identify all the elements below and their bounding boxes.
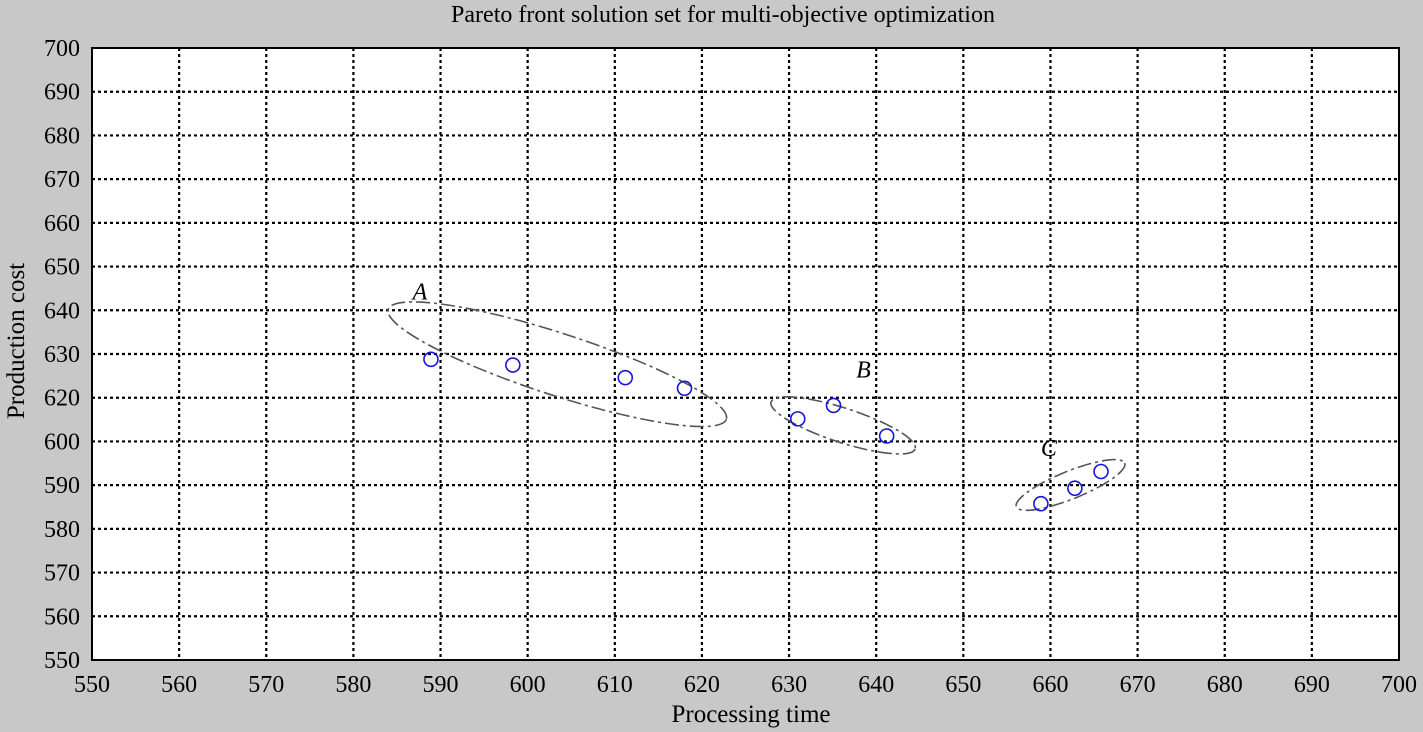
cluster-annotations: A B C: [387, 280, 1126, 512]
cluster-ellipse-a: [387, 301, 728, 428]
y-tick-label: 640: [44, 298, 80, 324]
x-tick-label: 570: [248, 672, 284, 698]
cluster-ellipse-c: [1015, 458, 1126, 512]
x-tick-label: 600: [510, 672, 546, 698]
y-tick-label: 660: [44, 211, 80, 237]
y-tick-label: 570: [44, 561, 80, 587]
cluster-label-c: C: [1041, 436, 1058, 462]
y-tick-label: 670: [44, 167, 80, 193]
cluster-label-a: A: [411, 280, 428, 306]
cluster-label-b: B: [856, 358, 871, 384]
x-tick-label: 670: [1120, 672, 1156, 698]
data-point: [505, 357, 521, 373]
x-tick-label: 700: [1381, 672, 1417, 698]
y-tick-label: 690: [44, 80, 80, 106]
tick-labels: 550 560 570 580 590 600 610 620 630 640 650 660 670 6…: [44, 36, 1417, 698]
data-point: [825, 397, 842, 414]
x-tick-label: 590: [423, 672, 459, 698]
y-tick-label: 650: [44, 255, 80, 281]
data-points: [423, 351, 1109, 512]
data-point: [878, 428, 895, 444]
data-point: [1067, 480, 1083, 497]
y-tick-label: 700: [44, 36, 80, 62]
data-point: [617, 369, 634, 386]
x-tick-label: 660: [1032, 672, 1068, 698]
x-tick-label: 610: [597, 672, 633, 698]
data-point: [789, 411, 806, 427]
x-tick-label: 550: [74, 672, 110, 698]
y-tick-label: 630: [44, 342, 80, 368]
y-tick-label: 580: [44, 517, 80, 543]
y-tick-label: 590: [44, 473, 80, 499]
data-point: [423, 351, 439, 368]
x-tick-label: 580: [335, 672, 371, 698]
y-tick-label: 550: [44, 648, 80, 674]
y-tick-label: 560: [44, 604, 80, 630]
chart-title: Pareto front solution set for multi-obje…: [451, 2, 995, 28]
x-tick-label: 680: [1207, 672, 1243, 698]
cluster-ellipse-b: [769, 396, 917, 455]
data-point: [1093, 463, 1109, 480]
data-point: [676, 380, 693, 397]
x-tick-label: 630: [771, 672, 807, 698]
x-tick-label: 690: [1294, 672, 1330, 698]
y-tick-label: 620: [44, 386, 80, 412]
x-tick-label: 560: [161, 672, 197, 698]
grid-lines: [92, 48, 1399, 660]
y-tick-label: 680: [44, 123, 80, 149]
x-axis-title: Processing time: [671, 701, 830, 728]
y-axis-title: Production cost: [3, 263, 30, 419]
data-point: [1033, 495, 1049, 512]
y-tick-label: 600: [44, 429, 80, 455]
x-tick-label: 650: [945, 672, 981, 698]
x-tick-label: 640: [858, 672, 894, 698]
x-tick-label: 620: [684, 672, 720, 698]
